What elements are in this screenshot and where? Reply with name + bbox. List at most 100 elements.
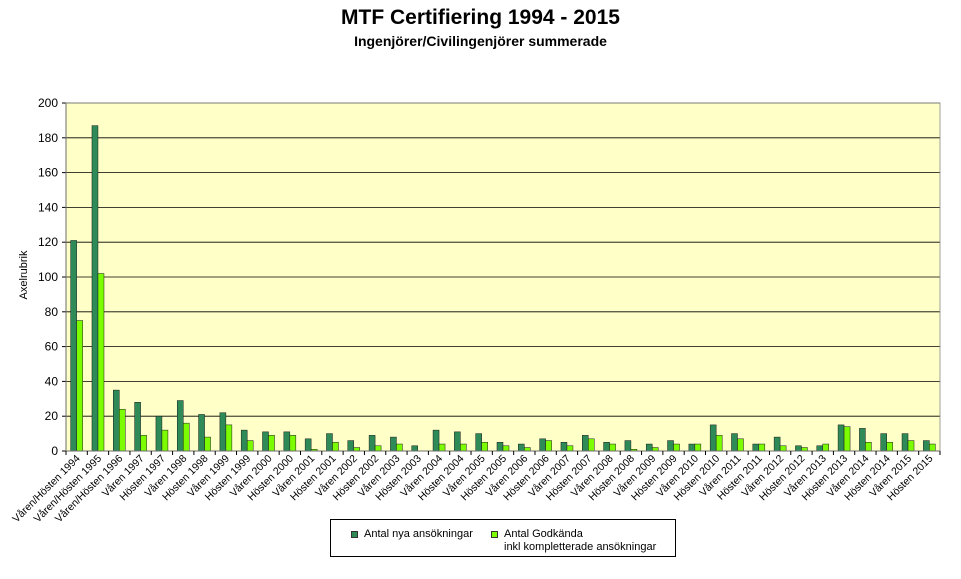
bar-series-1 bbox=[603, 442, 610, 452]
y-tick-label: 20 bbox=[45, 409, 59, 423]
bar-series-2 bbox=[715, 435, 723, 452]
bar-series-2 bbox=[140, 435, 147, 452]
bar-series-1 bbox=[539, 438, 546, 452]
bar-series-1 bbox=[859, 428, 866, 452]
bar-series-2 bbox=[268, 435, 275, 452]
bar-series-1 bbox=[475, 433, 482, 452]
bar-series-1 bbox=[347, 440, 355, 452]
bar-series-1 bbox=[219, 412, 227, 452]
bar-series-1 bbox=[731, 433, 738, 452]
bar-series-1 bbox=[411, 445, 418, 452]
bar-series-1 bbox=[113, 389, 120, 452]
bar-series-2 bbox=[481, 442, 488, 452]
plot-border bbox=[65, 102, 941, 452]
bar-series-1 bbox=[816, 445, 824, 452]
bar-series-1 bbox=[624, 440, 632, 452]
bar-series-2 bbox=[225, 424, 233, 452]
bar-series-1 bbox=[709, 424, 717, 452]
bar-series-2 bbox=[460, 443, 467, 452]
bar-series-2 bbox=[502, 445, 510, 452]
bar-series-2 bbox=[822, 443, 830, 452]
bar-series-1 bbox=[262, 431, 269, 452]
y-tick-label: 160 bbox=[38, 166, 58, 180]
bar-series-1 bbox=[645, 443, 653, 452]
bar-series-1 bbox=[454, 431, 461, 452]
bar-series-1 bbox=[432, 429, 440, 452]
bar-series-1 bbox=[304, 438, 312, 452]
chart-subtitle: Ingenjörer/Civilingenjörer summerade bbox=[354, 33, 607, 49]
legend-swatch-series-1 bbox=[351, 531, 358, 538]
bar-series-1 bbox=[326, 433, 333, 452]
bar-series-2 bbox=[907, 440, 915, 452]
bar-series-1 bbox=[667, 440, 674, 452]
bar-series-2 bbox=[438, 443, 446, 452]
bar-series-1 bbox=[880, 433, 887, 452]
bar-series-2 bbox=[609, 443, 616, 452]
bar-series-1 bbox=[923, 440, 930, 452]
bar-series-2 bbox=[97, 273, 105, 452]
bar-series-2 bbox=[76, 320, 83, 452]
bar-series-2 bbox=[119, 408, 126, 452]
bar-series-2 bbox=[332, 442, 339, 452]
bar-series-1 bbox=[368, 435, 376, 452]
bar-series-1 bbox=[752, 443, 760, 452]
bar-series-2 bbox=[843, 426, 851, 452]
bar-series-1 bbox=[240, 429, 248, 452]
bar-series-1 bbox=[518, 443, 525, 452]
bar-series-2 bbox=[588, 438, 595, 452]
bar-series-1 bbox=[70, 240, 77, 452]
legend-label-series-1: Antal nya ansökningar bbox=[364, 528, 473, 540]
bar-series-1 bbox=[134, 402, 141, 452]
bar-series-1 bbox=[176, 400, 184, 452]
bar-series-1 bbox=[688, 443, 696, 452]
bar-series-2 bbox=[182, 422, 190, 452]
bar-series-1 bbox=[837, 424, 845, 452]
bar-series-2 bbox=[779, 445, 787, 452]
bar-series-2 bbox=[651, 447, 659, 452]
bar-series-2 bbox=[865, 442, 872, 452]
bar-series-2 bbox=[246, 440, 254, 452]
bar-series-1 bbox=[560, 442, 568, 452]
bar-series-1 bbox=[795, 445, 802, 452]
bar-series-2 bbox=[545, 440, 552, 452]
bar-series-2 bbox=[758, 443, 766, 452]
y-tick-label: 120 bbox=[38, 235, 58, 249]
legend-item-series-1: Antal nya ansökningar bbox=[351, 528, 473, 541]
bar-series-1 bbox=[496, 442, 504, 452]
bar-series-2 bbox=[396, 443, 403, 452]
y-tick-label: 180 bbox=[38, 131, 58, 145]
y-tick-label: 140 bbox=[38, 200, 58, 214]
y-tick-label: 0 bbox=[51, 444, 58, 458]
y-tick-label: 200 bbox=[38, 96, 58, 110]
bar-series-2 bbox=[673, 443, 680, 452]
legend: Antal nya ansökningar Antal Godkända ink… bbox=[330, 519, 676, 557]
chart-title: MTF Certifiering 1994 - 2015 bbox=[341, 6, 620, 29]
legend-swatch-series-2 bbox=[491, 531, 498, 538]
bar-series-2 bbox=[374, 445, 382, 452]
y-tick-label: 80 bbox=[45, 305, 59, 319]
y-tick-label: 100 bbox=[38, 270, 58, 284]
bar-series-2 bbox=[289, 435, 297, 452]
bar-series-1 bbox=[283, 431, 291, 452]
bar-series-2 bbox=[694, 443, 702, 452]
bar-series-1 bbox=[91, 125, 99, 452]
legend-item-series-2: Antal Godkända inkl kompletterade ansökn… bbox=[491, 528, 656, 554]
bar-series-2 bbox=[929, 443, 936, 452]
bar-series-2 bbox=[353, 447, 361, 452]
bar-series-2 bbox=[801, 447, 808, 452]
y-tick-label: 40 bbox=[45, 374, 59, 388]
bar-series-1 bbox=[901, 433, 909, 452]
bar-series-2 bbox=[737, 438, 744, 452]
bar-series-2 bbox=[886, 442, 893, 452]
bar-series-2 bbox=[161, 429, 169, 452]
axes bbox=[62, 102, 941, 455]
bar-series-1 bbox=[198, 414, 205, 452]
bar-series-2 bbox=[566, 445, 574, 452]
legend-label-series-2: Antal Godkända inkl kompletterade ansökn… bbox=[504, 528, 657, 553]
bar-series-2 bbox=[524, 447, 531, 452]
bar-series-1 bbox=[773, 436, 781, 452]
bar-series-2 bbox=[204, 436, 211, 452]
y-axis-label: Axelrubrik bbox=[18, 250, 30, 299]
